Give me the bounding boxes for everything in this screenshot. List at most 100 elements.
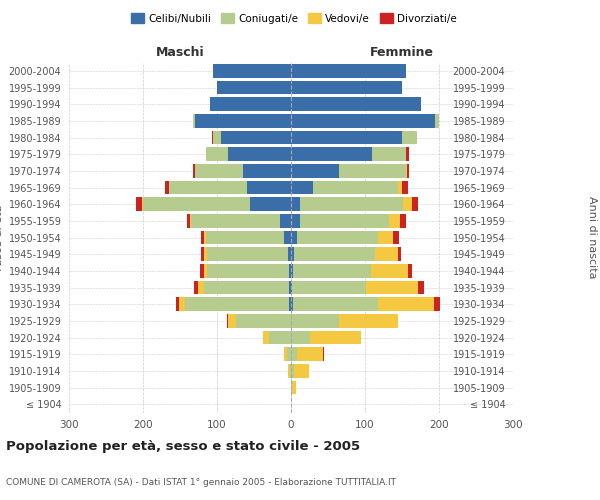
- Bar: [169, 180, 247, 194]
- Bar: [406, 164, 407, 177]
- Text: COMUNE DI CAMEROTA (SA) - Dati ISTAT 1° gennaio 2005 - Elaborazione TUTTITALIA.I: COMUNE DI CAMEROTA (SA) - Dati ISTAT 1° …: [6, 478, 396, 487]
- Bar: [200, 264, 203, 278]
- Bar: [187, 214, 190, 228]
- Bar: [291, 180, 313, 194]
- Bar: [300, 198, 403, 211]
- Bar: [291, 330, 310, 344]
- Bar: [288, 364, 290, 378]
- Bar: [191, 214, 280, 228]
- Bar: [291, 98, 421, 111]
- Bar: [289, 298, 291, 311]
- Bar: [293, 264, 371, 278]
- Text: Femmine: Femmine: [370, 46, 434, 59]
- Bar: [212, 130, 214, 144]
- Bar: [403, 198, 412, 211]
- Bar: [291, 64, 406, 78]
- Bar: [291, 230, 297, 244]
- Bar: [280, 214, 291, 228]
- Bar: [243, 164, 291, 177]
- Bar: [214, 64, 291, 78]
- Bar: [291, 380, 292, 394]
- Bar: [291, 248, 294, 261]
- Bar: [203, 264, 208, 278]
- Bar: [176, 298, 179, 311]
- Bar: [201, 248, 205, 261]
- Bar: [208, 264, 289, 278]
- Bar: [291, 164, 339, 177]
- Bar: [193, 164, 195, 177]
- Bar: [190, 214, 191, 228]
- Bar: [291, 148, 373, 161]
- Bar: [209, 98, 291, 111]
- Bar: [373, 148, 406, 161]
- Bar: [289, 264, 291, 278]
- Bar: [292, 380, 296, 394]
- Bar: [402, 180, 408, 194]
- Bar: [291, 130, 402, 144]
- Bar: [434, 298, 440, 311]
- Bar: [398, 248, 401, 261]
- Bar: [227, 314, 228, 328]
- Bar: [339, 314, 398, 328]
- Bar: [287, 348, 291, 361]
- Bar: [228, 314, 235, 328]
- Bar: [288, 248, 291, 261]
- Bar: [269, 330, 291, 344]
- Bar: [291, 264, 293, 278]
- Bar: [408, 264, 412, 278]
- Bar: [436, 114, 439, 128]
- Bar: [400, 214, 406, 228]
- Bar: [376, 248, 398, 261]
- Bar: [393, 230, 399, 244]
- Bar: [291, 114, 436, 128]
- Bar: [291, 298, 293, 311]
- Bar: [402, 130, 417, 144]
- Bar: [235, 314, 291, 328]
- Bar: [179, 298, 185, 311]
- Bar: [291, 280, 292, 294]
- Bar: [206, 230, 284, 244]
- Bar: [214, 130, 221, 144]
- Bar: [292, 280, 367, 294]
- Bar: [291, 198, 300, 211]
- Bar: [367, 280, 418, 294]
- Bar: [297, 230, 379, 244]
- Bar: [300, 214, 389, 228]
- Bar: [398, 180, 402, 194]
- Bar: [291, 214, 300, 228]
- Bar: [297, 348, 323, 361]
- Bar: [205, 248, 206, 261]
- Bar: [228, 148, 291, 161]
- Bar: [195, 114, 291, 128]
- Y-axis label: Fasce di età: Fasce di età: [0, 204, 4, 270]
- Bar: [293, 298, 379, 311]
- Bar: [310, 330, 361, 344]
- Bar: [194, 280, 198, 294]
- Bar: [201, 230, 205, 244]
- Bar: [136, 198, 142, 211]
- Text: Anni di nascita: Anni di nascita: [587, 196, 597, 279]
- Bar: [412, 198, 418, 211]
- Bar: [284, 348, 287, 361]
- Bar: [379, 230, 393, 244]
- Bar: [221, 130, 291, 144]
- Bar: [294, 248, 376, 261]
- Bar: [205, 230, 206, 244]
- Bar: [284, 230, 291, 244]
- Bar: [165, 180, 169, 194]
- Bar: [389, 214, 400, 228]
- Bar: [289, 280, 291, 294]
- Bar: [379, 298, 434, 311]
- Bar: [142, 198, 143, 211]
- Bar: [198, 280, 203, 294]
- Bar: [195, 164, 243, 177]
- Bar: [217, 80, 291, 94]
- Bar: [313, 180, 398, 194]
- Bar: [291, 364, 294, 378]
- Bar: [206, 248, 288, 261]
- Bar: [294, 364, 309, 378]
- Bar: [250, 198, 291, 211]
- Text: Maschi: Maschi: [155, 46, 205, 59]
- Bar: [291, 348, 297, 361]
- Bar: [247, 180, 291, 194]
